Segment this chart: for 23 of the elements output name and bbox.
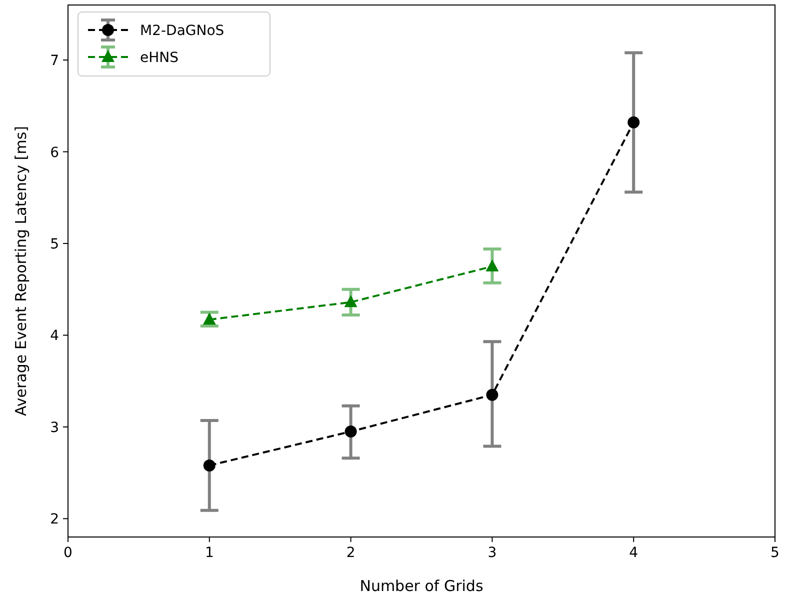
y-tick-label: 2 bbox=[50, 512, 59, 528]
point bbox=[203, 459, 216, 472]
y-axis-title: Average Event Reporting Latency [ms] bbox=[12, 126, 30, 416]
x-tick-label: 2 bbox=[346, 545, 356, 561]
x-axis-title: Number of Grids bbox=[360, 577, 484, 595]
point bbox=[344, 426, 357, 438]
x-tick-label: 5 bbox=[770, 545, 780, 561]
legend-label: eHNS bbox=[140, 50, 179, 66]
point bbox=[486, 259, 499, 272]
y-tick-label: 4 bbox=[50, 328, 60, 344]
point bbox=[628, 116, 640, 128]
y-tick-label: 7 bbox=[50, 53, 59, 70]
x-tick-label: 3 bbox=[488, 545, 497, 561]
legend-label: M2-DaGNoS bbox=[140, 23, 224, 39]
x-tick-label: 0 bbox=[64, 545, 72, 561]
x-tick-label: 1 bbox=[204, 545, 214, 561]
y-tick-label: 5 bbox=[50, 236, 59, 252]
x-tick-label: 4 bbox=[629, 545, 638, 561]
point bbox=[202, 312, 216, 325]
y-tick-label: 3 bbox=[50, 420, 59, 436]
point bbox=[344, 295, 358, 308]
y-tick-label: 6 bbox=[50, 144, 60, 161]
point bbox=[486, 388, 498, 401]
